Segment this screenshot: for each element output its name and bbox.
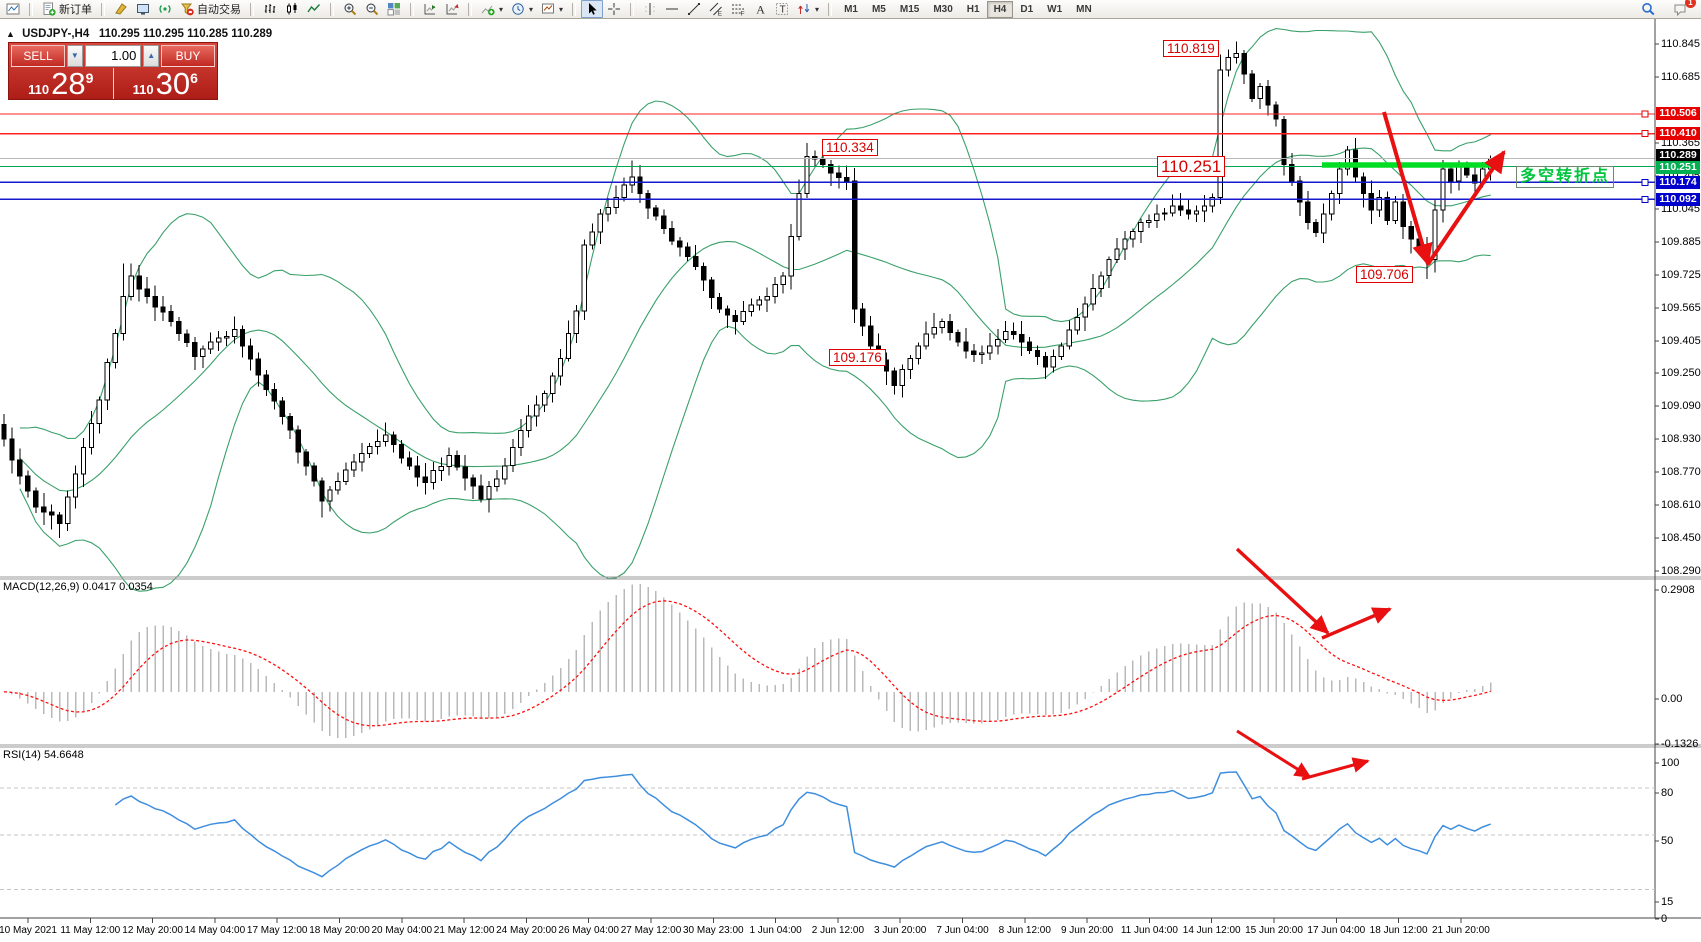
timeframe-mn-button[interactable]: MN — [1076, 3, 1092, 15]
text-label-icon[interactable]: T — [771, 0, 793, 18]
styler-icon[interactable] — [110, 0, 132, 18]
crosshair-icon[interactable] — [603, 0, 625, 18]
one-click-trading-panel: SELL ▼ 1.00 ▲ BUY 110 28 9 110 30 6 — [8, 42, 218, 100]
rsi-levels — [0, 787, 1655, 891]
timeframe-group: M1 M5 M15 M30 H1 H4 D1 W1 MN — [835, 0, 1101, 18]
vertical-line-icon[interactable] — [639, 0, 661, 18]
toolbar-separator — [29, 2, 33, 16]
templates-icon[interactable]: ▾ — [537, 0, 567, 18]
buy-button[interactable]: BUY — [161, 45, 216, 67]
toolbar-separator — [250, 2, 254, 16]
sell-price-prefix: 110 — [28, 82, 50, 97]
buy-price-prefix: 110 — [132, 82, 154, 97]
price-annotation-110.819[interactable]: 110.819 — [1163, 40, 1219, 57]
timeframe-m1-button[interactable]: M1 — [844, 3, 858, 15]
volume-input[interactable]: 1.00 — [84, 45, 142, 67]
autotrade-button[interactable]: 自动交易 — [176, 0, 245, 18]
toolbar-separator — [101, 2, 105, 16]
macd-signal-line — [3, 600, 1491, 727]
timeframe-m30-button[interactable]: M30 — [933, 3, 953, 15]
chart-shift-icon[interactable] — [419, 0, 441, 18]
buy-price-sup: 6 — [190, 70, 198, 86]
bollinger-bands — [19, 28, 1491, 592]
text-icon[interactable]: A — [749, 0, 771, 18]
bar-chart-icon[interactable] — [259, 0, 281, 18]
sell-price-big: 28 — [51, 66, 86, 101]
timeframe-m5-button[interactable]: M5 — [871, 3, 886, 15]
chat-icon[interactable]: 1 — [1669, 0, 1696, 18]
timeframe-h1-button[interactable]: H1 — [966, 3, 980, 15]
zoom-in-icon[interactable] — [339, 0, 361, 18]
svg-text:T: T — [780, 5, 786, 16]
toolbar-separator — [410, 2, 414, 16]
price-annotation-109.176[interactable]: 109.176 — [829, 349, 886, 366]
price-annotation-110.334[interactable]: 110.334 — [822, 139, 878, 156]
timeframe-d1-button[interactable]: D1 — [1020, 3, 1034, 15]
sell-price[interactable]: 110 28 9 — [9, 68, 114, 99]
cursor-icon[interactable] — [581, 0, 604, 18]
signals-icon[interactable] — [154, 0, 176, 18]
price-tick-marks — [27, 43, 1659, 923]
rsi-line — [114, 771, 1491, 878]
svg-text:A: A — [756, 3, 765, 17]
price-annotation-109.706[interactable]: 109.706 — [1356, 266, 1413, 283]
svg-text:E: E — [718, 10, 723, 16]
timeframe-h4-button[interactable]: H4 — [986, 0, 1014, 18]
svg-text:F: F — [741, 10, 745, 16]
macd-histogram — [11, 584, 1492, 738]
volume-decrease-button[interactable]: ▼ — [67, 45, 83, 67]
trendline-icon[interactable] — [683, 0, 705, 18]
volume-increase-button[interactable]: ▲ — [143, 45, 160, 67]
timeframe-m15-button[interactable]: M15 — [899, 3, 920, 15]
toolbar: 新订单 自动交易 ▾ ▾ ▾ E F A T ▾ M1 M5 M15 M30 H1 H4 D1 W1 MN 1 — [0, 0, 1701, 19]
chevron-down-icon[interactable]: ▾ — [815, 4, 820, 14]
notification-badge: 1 — [1685, 0, 1696, 8]
terminal-icon[interactable] — [132, 0, 154, 18]
zoom-out-icon[interactable] — [361, 0, 383, 18]
auto-scroll-icon[interactable] — [441, 0, 463, 18]
toolbar-separator — [330, 2, 334, 16]
sell-button[interactable]: SELL — [11, 45, 65, 67]
toolbar-separator — [468, 2, 472, 16]
sell-price-sup: 9 — [85, 70, 94, 86]
trend-arrows-main[interactable] — [1382, 111, 1506, 267]
trend-arrows-rsi[interactable] — [1236, 729, 1370, 781]
candle-chart-icon[interactable] — [281, 0, 303, 18]
equidistant-channel-icon[interactable]: E — [705, 0, 727, 18]
horizontal-level-lines[interactable] — [0, 110, 1655, 203]
candlesticks — [1, 41, 1494, 538]
trend-arrows-macd[interactable] — [1235, 547, 1392, 640]
fibonacci-icon[interactable]: F — [727, 0, 749, 18]
pane-separators[interactable] — [0, 576, 1701, 748]
new-order-button[interactable]: 新订单 — [38, 0, 96, 18]
turning-point-annotation[interactable]: 多空转折点 — [1516, 166, 1615, 188]
toolbar-separator — [630, 2, 635, 16]
arrows-icon[interactable]: ▾ — [793, 0, 823, 18]
toolbar-separator — [572, 2, 577, 16]
chevron-down-icon[interactable]: ▾ — [559, 4, 564, 14]
price-annotation-110.251[interactable]: 110.251 — [1157, 156, 1226, 177]
periods-icon[interactable]: ▾ — [507, 0, 537, 18]
indicators-icon[interactable]: ▾ — [477, 0, 507, 18]
search-icon[interactable] — [1637, 0, 1659, 18]
horizontal-line-icon[interactable] — [661, 0, 683, 18]
buy-price-big: 30 — [155, 66, 191, 101]
new-chart-icon[interactable] — [2, 0, 24, 18]
line-chart-icon[interactable] — [303, 0, 325, 18]
timeframe-w1-button[interactable]: W1 — [1047, 3, 1063, 15]
chevron-down-icon[interactable]: ▾ — [529, 4, 534, 14]
tile-windows-icon[interactable] — [383, 0, 405, 18]
toolbar-separator — [828, 2, 833, 16]
chevron-down-icon[interactable]: ▾ — [499, 4, 504, 14]
buy-price[interactable]: 110 30 6 — [114, 68, 218, 99]
